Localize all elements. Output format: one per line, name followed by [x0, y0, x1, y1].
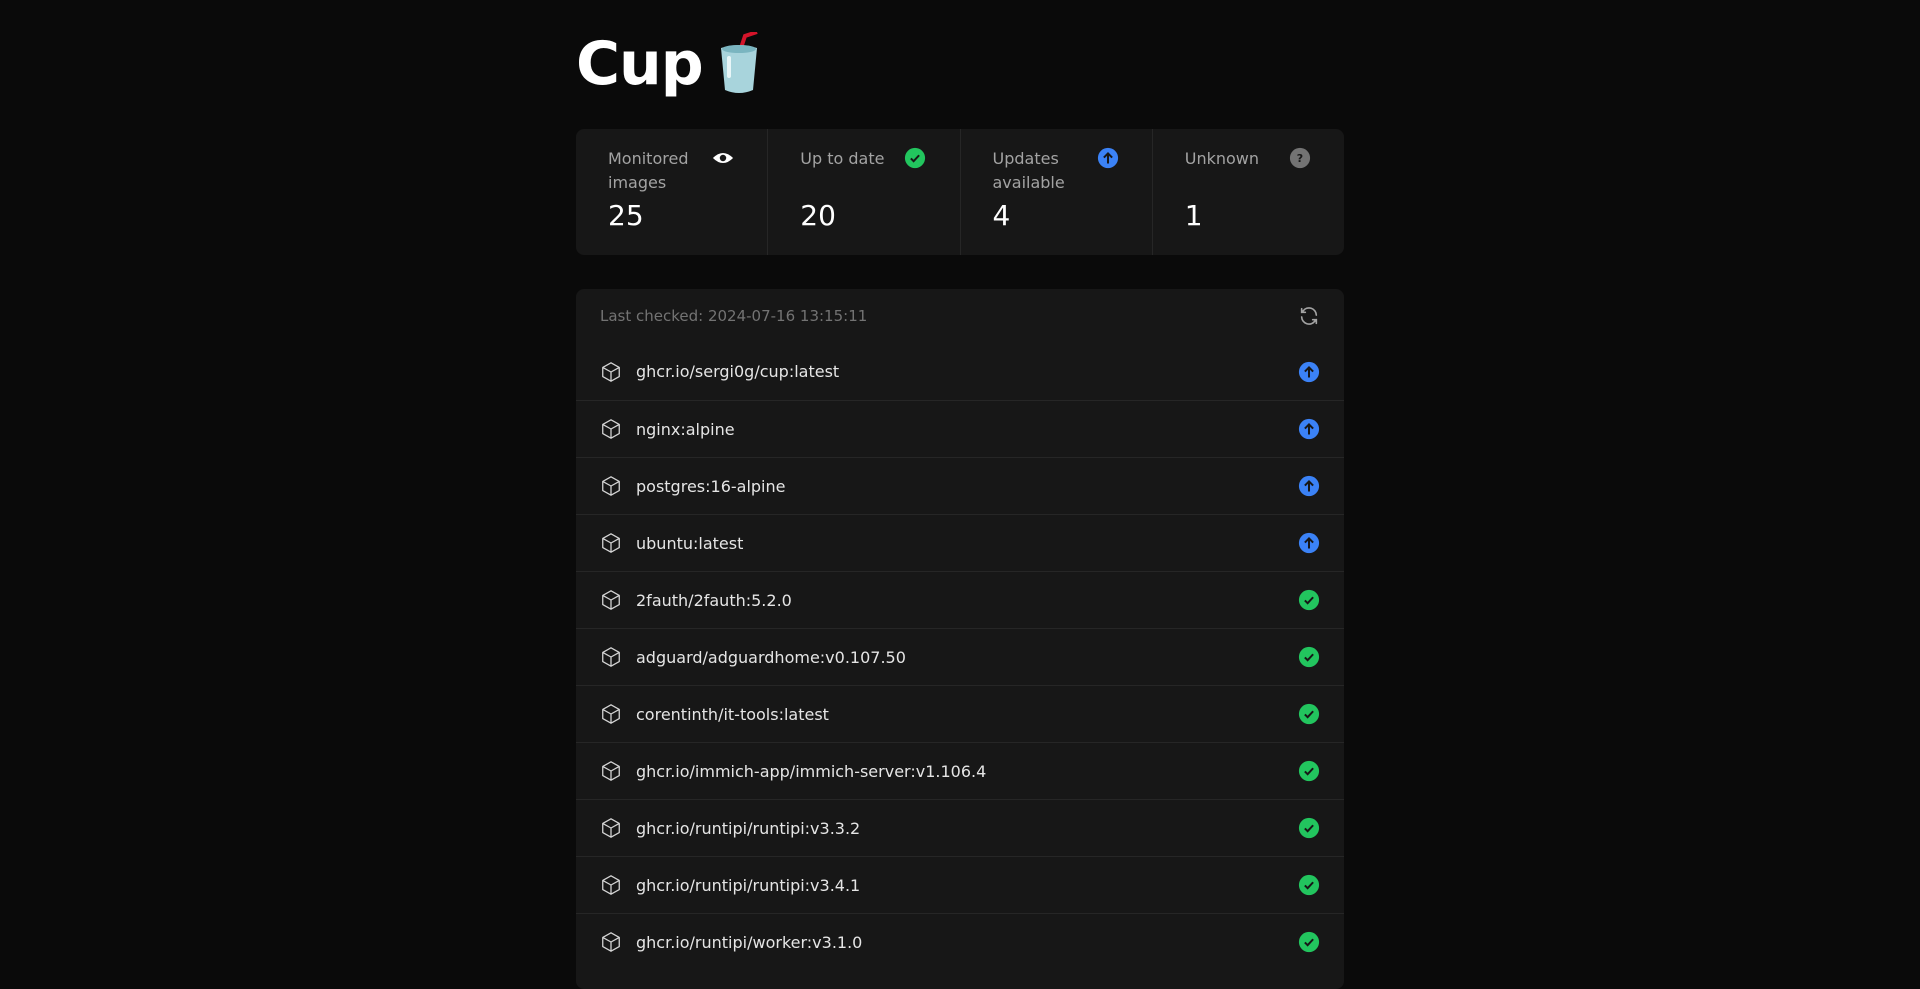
- stat-value: 20: [800, 199, 836, 232]
- image-name: ghcr.io/runtipi/runtipi:v3.4.1: [636, 875, 861, 895]
- list-item[interactable]: nginx:alpine: [576, 400, 1344, 457]
- stat-value: 1: [1184, 199, 1203, 232]
- package-icon: [602, 476, 620, 496]
- list-item[interactable]: ghcr.io/runtipi/runtipi:v3.3.2: [576, 799, 1344, 856]
- image-name: nginx:alpine: [636, 419, 735, 439]
- list-item[interactable]: corentinth/it-tools:latest: [576, 685, 1344, 742]
- arrow-up-circle-icon: [1298, 418, 1320, 440]
- last-checked: Last checked: 2024-07-16 13:15:11: [600, 307, 868, 325]
- image-name: adguard/adguardhome:v0.107.50: [636, 647, 906, 667]
- package-icon: [602, 875, 620, 895]
- package-icon: [602, 761, 620, 781]
- list-item[interactable]: postgres:16-alpine: [576, 457, 1344, 514]
- check-circle-icon: [1298, 646, 1320, 668]
- check-circle-icon: [1298, 817, 1320, 839]
- package-icon: [602, 590, 620, 610]
- list-item[interactable]: adguard/adguardhome:v0.107.50: [576, 628, 1344, 685]
- refresh-icon[interactable]: [1298, 305, 1320, 327]
- stat-monitored-images: Monitored images 25: [576, 129, 769, 255]
- check-circle-icon: [1298, 931, 1320, 953]
- stat-label: Monitored images: [608, 149, 689, 192]
- title-text: Cup: [576, 29, 704, 99]
- image-name: corentinth/it-tools:latest: [636, 704, 829, 724]
- list-item[interactable]: ghcr.io/runtipi/worker:v3.1.0: [576, 913, 1344, 970]
- check-circle-icon: [1298, 589, 1320, 611]
- arrow-up-circle-icon: [1097, 147, 1118, 169]
- image-name: ghcr.io/sergi0g/cup:latest: [636, 362, 840, 381]
- stat-value: 4: [992, 199, 1011, 232]
- package-icon: [602, 419, 620, 439]
- package-icon: [602, 533, 620, 553]
- image-name: 2fauth/2fauth:5.2.0: [636, 590, 792, 610]
- page-title: Cup: [576, 24, 761, 104]
- help-circle-icon: ?: [1289, 147, 1310, 169]
- image-name: ghcr.io/runtipi/runtipi:v3.3.2: [636, 818, 861, 838]
- stat-up-to-date: Up to date 20: [768, 129, 961, 255]
- package-icon: [602, 932, 620, 952]
- stat-unknown: Unknown ? 1: [1153, 129, 1344, 255]
- eye-icon: [712, 152, 734, 164]
- arrow-up-circle-icon: [1298, 361, 1320, 382]
- svg-text:?: ?: [1297, 152, 1303, 165]
- stat-updates-available: Updates available 4: [961, 129, 1153, 255]
- image-name: ghcr.io/immich-app/immich-server:v1.106.…: [636, 761, 987, 781]
- package-icon: [602, 647, 620, 667]
- check-circle-icon: [1298, 703, 1320, 725]
- stat-label: Up to date: [800, 149, 885, 168]
- check-circle-icon: [905, 147, 926, 169]
- image-name: postgres:16-alpine: [636, 476, 786, 496]
- image-name: ubuntu:latest: [636, 533, 744, 553]
- cup-with-straw-icon: [720, 32, 758, 93]
- list-item[interactable]: 2fauth/2fauth:5.2.0: [576, 571, 1344, 628]
- package-icon: [602, 704, 620, 724]
- image-list: Last checked: 2024-07-16 13:15:11 ghcr.i…: [576, 289, 1344, 989]
- list-item[interactable]: ghcr.io/runtipi/runtipi:v3.4.1: [576, 856, 1344, 913]
- stat-label: Updates available: [992, 149, 1065, 192]
- arrow-up-circle-icon: [1298, 532, 1320, 554]
- stat-label: Unknown: [1184, 149, 1260, 168]
- arrow-up-circle-icon: [1298, 475, 1320, 497]
- check-circle-icon: [1298, 760, 1320, 782]
- package-icon: [602, 361, 620, 382]
- package-icon: [602, 818, 620, 838]
- list-item[interactable]: ubuntu:latest: [576, 514, 1344, 571]
- list-item[interactable]: ghcr.io/immich-app/immich-server:v1.106.…: [576, 742, 1344, 799]
- stat-value: 25: [608, 199, 644, 232]
- stats-panel: Monitored images 25 Up to date 20 Update…: [576, 129, 1344, 255]
- list-header: Last checked: 2024-07-16 13:15:11: [576, 289, 1344, 343]
- check-circle-icon: [1298, 874, 1320, 896]
- image-name: ghcr.io/runtipi/worker:v3.1.0: [636, 932, 863, 952]
- list-item[interactable]: ghcr.io/sergi0g/cup:latest: [576, 343, 1344, 400]
